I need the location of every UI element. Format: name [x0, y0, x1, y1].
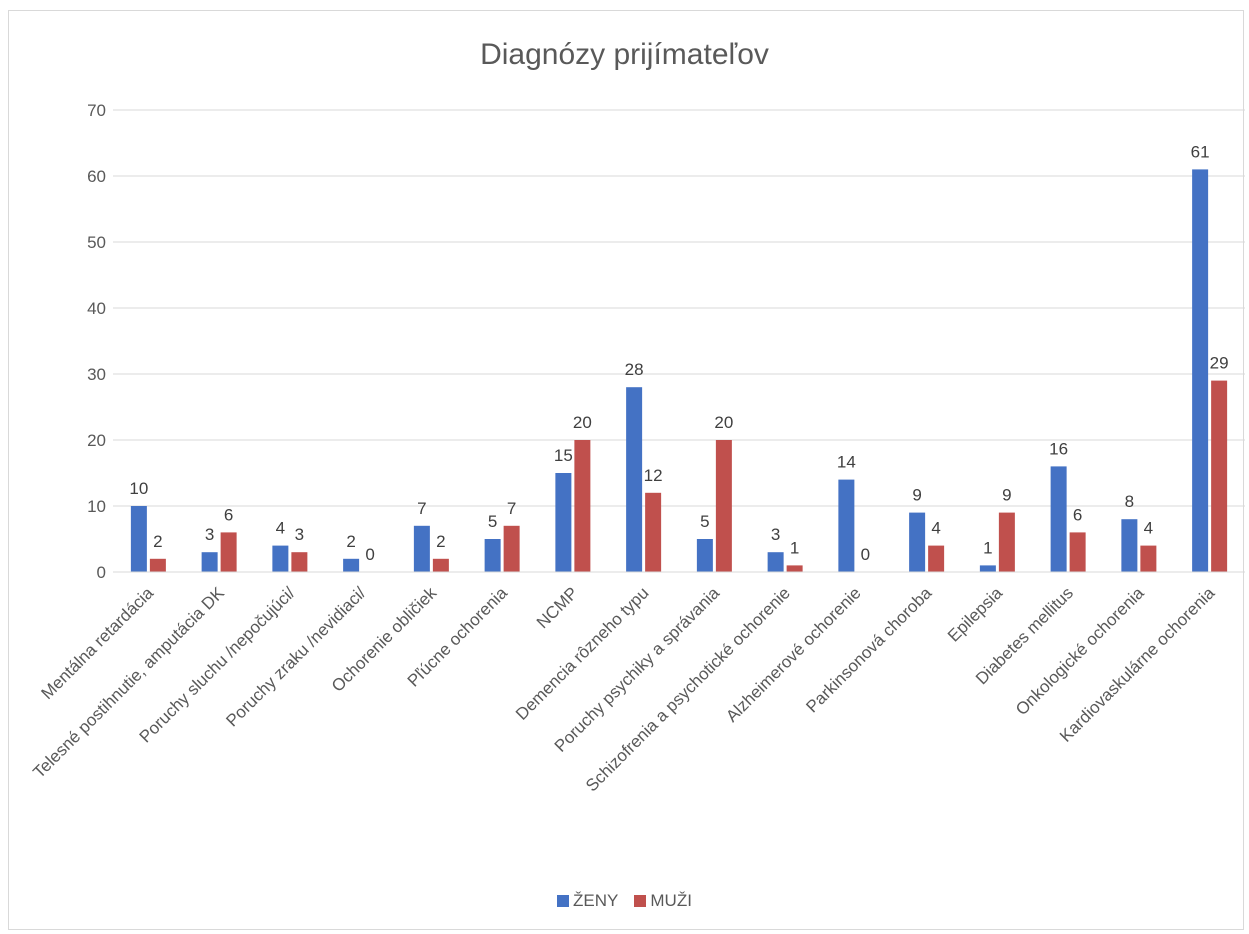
legend-swatch-muzi [634, 895, 647, 907]
legend: ŽENY MUŽI [0, 891, 1249, 911]
bar [909, 512, 926, 572]
bar [503, 525, 520, 572]
chart-frame [8, 10, 1244, 930]
data-label: 0 [861, 545, 870, 564]
data-label: 29 [1210, 354, 1229, 373]
data-label: 8 [1125, 492, 1134, 511]
bar [201, 552, 218, 572]
data-label: 9 [1002, 486, 1011, 505]
x-tick-label: Demencia rôzneho typu [512, 583, 652, 723]
data-label: 2 [346, 532, 355, 551]
data-label: 7 [507, 499, 516, 518]
bar [574, 440, 591, 572]
data-label: 2 [153, 532, 162, 551]
bar [343, 558, 360, 572]
data-label: 1 [983, 538, 992, 557]
data-label: 16 [1049, 439, 1068, 458]
bar [1140, 545, 1157, 572]
data-label: 9 [912, 486, 921, 505]
data-label: 4 [931, 519, 940, 538]
bar [432, 558, 449, 572]
data-label: 61 [1191, 142, 1210, 161]
chart-title: Diagnózy prijímateľov [480, 38, 769, 71]
y-tick-label: 0 [97, 563, 106, 582]
data-label: 12 [644, 466, 663, 485]
bar [767, 552, 784, 572]
x-tick-label: Epilepsia [944, 583, 1007, 646]
bar [484, 539, 501, 572]
data-label: 10 [129, 479, 148, 498]
bar [696, 539, 713, 572]
x-tick-label: Parkinsonová choroba [802, 583, 935, 716]
legend-item-muzi: MUŽI [634, 891, 692, 911]
y-tick-label: 30 [87, 365, 106, 384]
data-label: 6 [1073, 505, 1082, 524]
bar [413, 525, 430, 572]
x-tick-label: Kardiovaskulárne ochorenia [1056, 583, 1219, 746]
data-label: 4 [276, 519, 285, 538]
x-tick-label: Onkologické ochorenia [1012, 583, 1148, 719]
bar [838, 479, 855, 572]
bar [1050, 466, 1067, 572]
data-label: 4 [1144, 519, 1153, 538]
data-label: 7 [417, 499, 426, 518]
legend-item-zeny: ŽENY [557, 891, 618, 911]
data-label: 0 [365, 545, 374, 564]
bar [998, 512, 1015, 572]
data-label: 1 [790, 538, 799, 557]
bar [715, 440, 732, 572]
bar [149, 558, 166, 572]
data-label: 28 [625, 360, 644, 379]
legend-swatch-zeny [557, 895, 570, 907]
bar [645, 492, 662, 572]
bar [1121, 519, 1138, 572]
data-label: 15 [554, 446, 573, 465]
data-label: 2 [436, 532, 445, 551]
y-tick-label: 40 [87, 299, 106, 318]
y-tick-label: 20 [87, 431, 106, 450]
bar [1211, 380, 1228, 572]
x-tick-label: Alzheimerové ochorenie [722, 583, 864, 725]
bar [555, 473, 572, 572]
data-label: 3 [771, 525, 780, 544]
legend-label-muzi: MUŽI [650, 891, 692, 910]
bar [130, 506, 147, 572]
data-label: 3 [295, 525, 304, 544]
data-label: 3 [205, 525, 214, 544]
data-label: 5 [488, 512, 497, 531]
bar [979, 565, 996, 572]
bar [272, 545, 289, 572]
y-tick-label: 50 [87, 233, 106, 252]
bar [928, 545, 945, 572]
x-tick-label: Poruchy zraku /nevidiaci/ [222, 583, 369, 730]
y-tick-label: 60 [87, 167, 106, 186]
bar [220, 532, 237, 572]
bar [1192, 169, 1209, 572]
data-label: 6 [224, 505, 233, 524]
bar [1069, 532, 1086, 572]
legend-label-zeny: ŽENY [573, 891, 619, 910]
x-tick-label: NCMP [533, 583, 582, 632]
bar [786, 565, 803, 572]
y-tick-label: 70 [87, 101, 106, 120]
data-label: 20 [714, 413, 733, 432]
data-label: 5 [700, 512, 709, 531]
data-label: 14 [837, 453, 856, 472]
bar [626, 387, 643, 572]
y-tick-label: 10 [87, 497, 106, 516]
data-label: 20 [573, 413, 592, 432]
bar [291, 552, 308, 572]
